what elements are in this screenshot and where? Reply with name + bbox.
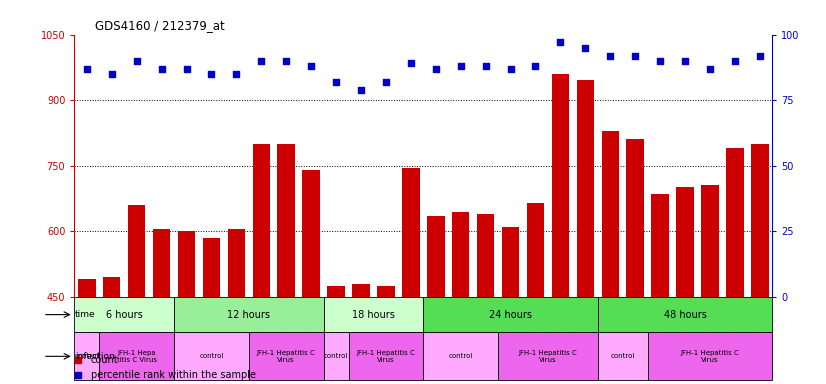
Point bbox=[753, 53, 767, 59]
Bar bbox=[452, 212, 469, 384]
Bar bbox=[726, 148, 743, 384]
Point bbox=[454, 63, 468, 69]
Bar bbox=[324, 333, 349, 380]
Text: percentile rank within the sample: percentile rank within the sample bbox=[91, 370, 256, 381]
Text: control: control bbox=[199, 353, 224, 359]
Bar bbox=[249, 333, 324, 380]
Point bbox=[254, 58, 268, 64]
Bar bbox=[527, 203, 544, 384]
Point bbox=[604, 53, 617, 59]
Text: 12 hours: 12 hours bbox=[227, 310, 270, 319]
Text: control: control bbox=[74, 353, 99, 359]
Bar bbox=[74, 333, 99, 380]
Bar bbox=[178, 231, 195, 384]
Bar bbox=[174, 297, 324, 333]
Point bbox=[504, 66, 517, 72]
Bar bbox=[377, 286, 395, 384]
Text: infection: infection bbox=[75, 352, 115, 361]
Bar bbox=[598, 297, 772, 333]
Bar bbox=[402, 168, 420, 384]
Bar bbox=[701, 185, 719, 384]
Point bbox=[729, 58, 742, 64]
Text: 18 hours: 18 hours bbox=[352, 310, 395, 319]
Point bbox=[629, 53, 642, 59]
Point bbox=[379, 79, 392, 85]
Point bbox=[704, 66, 717, 72]
Text: time: time bbox=[75, 310, 96, 319]
Point bbox=[430, 66, 443, 72]
Text: JFH-1 Hepatitis C
Virus: JFH-1 Hepatitis C Virus bbox=[357, 350, 415, 363]
Point bbox=[404, 60, 417, 66]
Point bbox=[553, 39, 567, 45]
Text: control: control bbox=[324, 353, 349, 359]
Point bbox=[155, 66, 169, 72]
Text: JFH-1 Hepa
titis C Virus: JFH-1 Hepa titis C Virus bbox=[116, 350, 157, 363]
Bar bbox=[278, 144, 295, 384]
Point bbox=[579, 45, 592, 51]
Bar bbox=[652, 194, 669, 384]
Text: 6 hours: 6 hours bbox=[106, 310, 143, 319]
Point bbox=[354, 86, 368, 93]
Text: control: control bbox=[610, 353, 635, 359]
Bar bbox=[598, 333, 648, 380]
Bar bbox=[477, 214, 495, 384]
Bar bbox=[228, 229, 245, 384]
Text: control: control bbox=[449, 353, 473, 359]
Text: 48 hours: 48 hours bbox=[663, 310, 706, 319]
Bar bbox=[502, 227, 520, 384]
Point bbox=[529, 63, 542, 69]
Bar bbox=[423, 333, 498, 380]
Text: GDS4160 / 212379_at: GDS4160 / 212379_at bbox=[95, 19, 225, 32]
Text: JFH-1 Hepatitis C
Virus: JFH-1 Hepatitis C Virus bbox=[681, 350, 739, 363]
Bar bbox=[153, 229, 170, 384]
Point bbox=[80, 66, 93, 72]
Point bbox=[678, 58, 691, 64]
Bar bbox=[99, 333, 174, 380]
Point bbox=[330, 79, 343, 85]
Bar bbox=[601, 131, 619, 384]
Bar bbox=[78, 279, 96, 384]
Bar bbox=[74, 297, 174, 333]
Text: JFH-1 Hepatitis C
Virus: JFH-1 Hepatitis C Virus bbox=[257, 350, 316, 363]
Bar bbox=[349, 333, 424, 380]
Text: 24 hours: 24 hours bbox=[489, 310, 532, 319]
Bar bbox=[174, 333, 249, 380]
Bar bbox=[552, 74, 569, 384]
Bar bbox=[103, 277, 121, 384]
Point bbox=[130, 58, 143, 64]
Bar bbox=[352, 284, 370, 384]
Point bbox=[180, 66, 193, 72]
Point bbox=[305, 63, 318, 69]
Text: JFH-1 Hepatitis C
Virus: JFH-1 Hepatitis C Virus bbox=[519, 350, 577, 363]
Point bbox=[479, 63, 492, 69]
Bar bbox=[324, 297, 423, 333]
Point bbox=[280, 58, 293, 64]
Bar bbox=[423, 297, 598, 333]
Bar bbox=[577, 80, 594, 384]
Bar bbox=[128, 205, 145, 384]
Point bbox=[653, 58, 667, 64]
Bar bbox=[427, 216, 444, 384]
Bar bbox=[302, 170, 320, 384]
Text: count: count bbox=[91, 355, 118, 365]
Point bbox=[105, 71, 118, 77]
Bar bbox=[626, 139, 644, 384]
Bar bbox=[202, 238, 221, 384]
Bar bbox=[253, 144, 270, 384]
Point bbox=[230, 71, 243, 77]
Bar bbox=[648, 333, 772, 380]
Bar bbox=[327, 286, 344, 384]
Point bbox=[205, 71, 218, 77]
Bar bbox=[751, 144, 768, 384]
Bar bbox=[676, 187, 694, 384]
Bar bbox=[498, 333, 598, 380]
